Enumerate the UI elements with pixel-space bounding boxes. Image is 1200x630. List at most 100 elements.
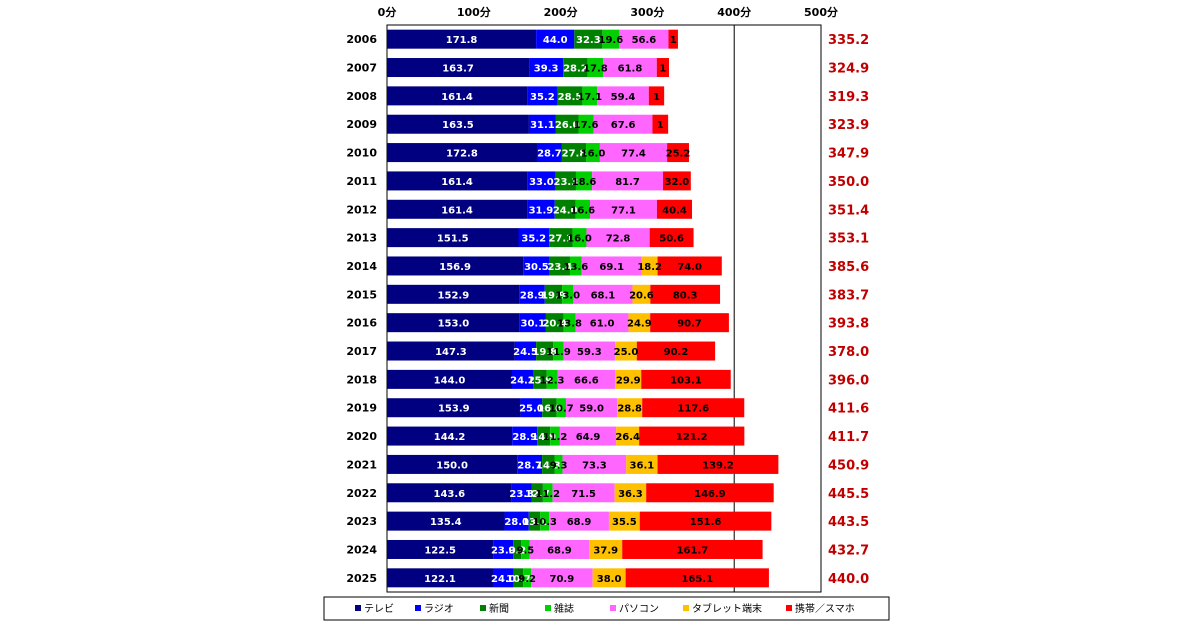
- legend-swatch: [610, 605, 616, 611]
- bar-segment: [578, 114, 594, 134]
- bar-segment: [387, 171, 528, 191]
- segment-label: 9.5: [517, 545, 535, 556]
- bar-segment: [648, 86, 665, 106]
- segment-label: 151.5: [437, 234, 469, 245]
- bar-segment: [656, 58, 670, 78]
- segment-label: 24.5: [513, 347, 538, 358]
- bar-segment: [639, 511, 772, 531]
- segment-label: 61.0: [590, 319, 615, 330]
- legend-label: 携帯／スマホ: [795, 602, 855, 615]
- segment-label: 24.0: [491, 574, 516, 585]
- year-label: 2006: [346, 33, 377, 46]
- bar-segment: [542, 454, 555, 474]
- year-label: 2017: [346, 345, 377, 358]
- segment-label: 17.8: [583, 64, 608, 75]
- bar-segment: [652, 114, 669, 134]
- bar-segment: [663, 171, 691, 191]
- x-tick-label: 0分: [378, 5, 397, 19]
- bar-segment: [573, 284, 633, 304]
- bar-segment: [589, 539, 623, 559]
- bar-segment: [619, 29, 669, 49]
- bar-segment: [641, 369, 731, 389]
- segment-label: 28.7: [537, 149, 562, 160]
- total-label: 443.5: [828, 515, 869, 530]
- bar-segment: [592, 568, 626, 588]
- bar-segment: [617, 398, 643, 418]
- bar-segment: [642, 398, 745, 418]
- segment-label: 19.8: [532, 347, 557, 358]
- bar-segment: [575, 313, 629, 333]
- year-label: 2008: [346, 90, 377, 103]
- segment-label: 28.8: [617, 404, 642, 415]
- bar-segment: [554, 199, 576, 219]
- segment-label: 24.9: [627, 319, 652, 330]
- segment-label: 172.8: [446, 149, 478, 160]
- bar-segment: [387, 398, 521, 418]
- bar-segment: [667, 143, 689, 163]
- segment-label: 29.9: [616, 375, 641, 386]
- segment-label: 121.2: [676, 432, 708, 443]
- bar-segment: [657, 454, 779, 474]
- total-label: 353.1: [828, 232, 869, 247]
- bar-segment: [512, 426, 538, 446]
- bar-segment: [668, 29, 678, 49]
- bar-segment: [555, 114, 579, 134]
- segment-label: 165.1: [681, 574, 713, 585]
- bar-segment: [649, 228, 694, 248]
- segment-label: 150.0: [436, 460, 468, 471]
- bar-segment: [387, 483, 512, 503]
- segment-label: 1: [659, 64, 666, 75]
- segment-label: 27.1: [548, 234, 573, 245]
- segment-label: 59.3: [577, 347, 602, 358]
- segment-label: 18.2: [637, 262, 662, 273]
- bar-segment: [575, 199, 591, 219]
- segment-label: 28.0: [504, 517, 529, 528]
- segment-label: 117.6: [677, 404, 709, 415]
- bar-segment: [657, 256, 722, 276]
- bar-segment: [572, 228, 587, 248]
- segment-label: 28.2: [563, 64, 588, 75]
- segment-label: 1: [657, 120, 664, 131]
- segment-label: 171.8: [446, 35, 478, 46]
- year-label: 2010: [346, 147, 377, 160]
- bar-segment: [592, 171, 664, 191]
- bar-segment: [553, 341, 564, 361]
- bar-segment: [523, 256, 550, 276]
- bar-segment: [549, 256, 570, 276]
- year-label: 2019: [346, 402, 377, 415]
- bar-segment: [552, 483, 615, 503]
- legend-label: パソコン: [619, 603, 659, 615]
- segment-label: 28.9: [512, 432, 537, 443]
- total-label: 393.8: [828, 317, 869, 332]
- segment-label: 20.6: [629, 290, 654, 301]
- segment-label: 36.1: [630, 460, 655, 471]
- segment-label: 23.3: [554, 177, 579, 188]
- bar-segment: [550, 426, 560, 446]
- segment-label: 11.9: [546, 347, 571, 358]
- bar-segment: [563, 313, 576, 333]
- segment-label: 24.2: [510, 375, 535, 386]
- bar-segment: [575, 171, 593, 191]
- segment-label: 19.6: [599, 35, 624, 46]
- year-label: 2022: [346, 487, 377, 500]
- bar-segment: [626, 454, 658, 474]
- bar-segment: [641, 256, 658, 276]
- segment-label: 23.0: [491, 545, 516, 556]
- bar-segment: [527, 171, 556, 191]
- total-label: 450.9: [828, 458, 869, 473]
- segment-label: 90.7: [677, 319, 702, 330]
- x-tick-label: 100分: [457, 5, 491, 19]
- segment-label: 35.2: [521, 234, 546, 245]
- bar-segment: [511, 483, 532, 503]
- bar-segment: [519, 313, 546, 333]
- legend-label: ラジオ: [424, 603, 454, 615]
- segment-label: 26.0: [555, 120, 580, 131]
- segment-label: 103.1: [670, 375, 702, 386]
- bar-segment: [540, 511, 550, 531]
- bar-segment: [593, 114, 653, 134]
- segment-label: 156.9: [439, 262, 471, 273]
- segment-label: 32.0: [665, 177, 690, 188]
- year-label: 2013: [346, 232, 377, 245]
- bar-segment: [387, 199, 528, 219]
